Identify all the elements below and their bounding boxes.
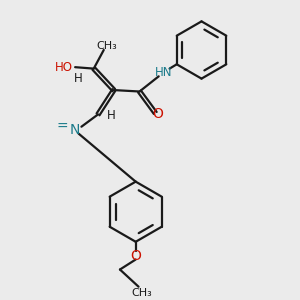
Text: O: O	[153, 107, 164, 122]
Text: H: H	[74, 72, 82, 85]
Text: H: H	[106, 109, 115, 122]
Text: HO: HO	[55, 61, 73, 74]
Text: =: =	[56, 120, 68, 134]
Text: HN: HN	[155, 66, 172, 80]
Text: N: N	[70, 123, 80, 137]
Text: CH₃: CH₃	[96, 41, 117, 51]
Text: O: O	[130, 249, 141, 263]
Text: CH₃: CH₃	[132, 288, 152, 298]
